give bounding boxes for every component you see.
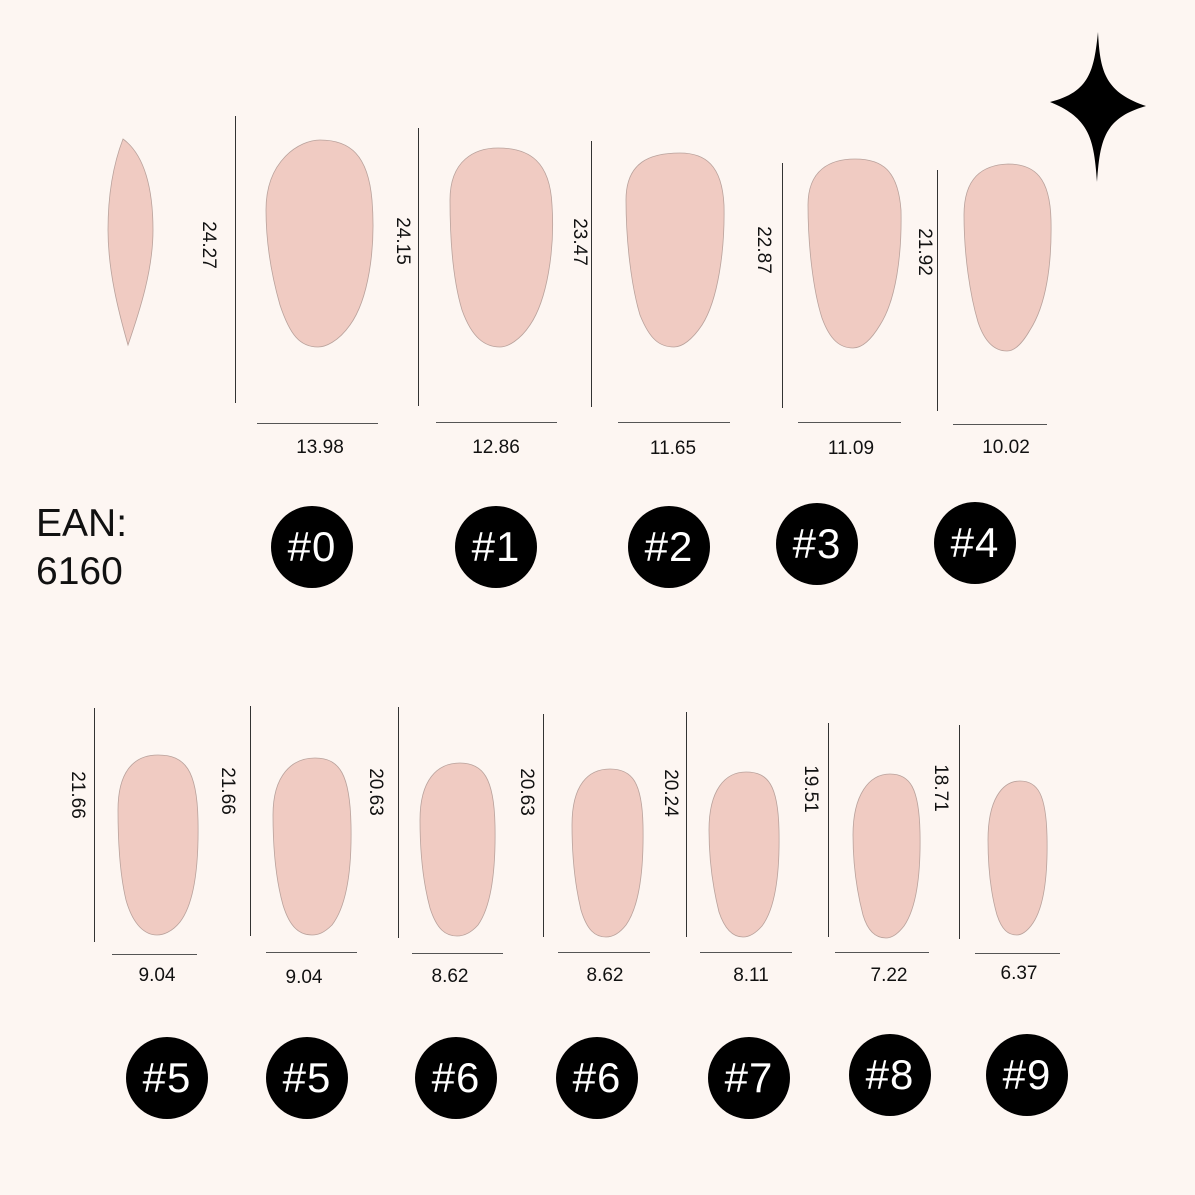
nail-shape-4 bbox=[963, 163, 1052, 352]
length-label-9: 18.71 bbox=[930, 764, 951, 812]
length-label-3: 22.87 bbox=[753, 226, 774, 274]
ean-value: 6160 bbox=[36, 550, 123, 593]
length-label-6a: 20.63 bbox=[365, 768, 386, 816]
nail-shape-6b bbox=[571, 768, 644, 938]
width-label-6b: 8.62 bbox=[586, 965, 624, 986]
width-line-1 bbox=[436, 422, 557, 424]
size-badge-2: #2 bbox=[628, 506, 710, 588]
width-line-7 bbox=[700, 952, 792, 954]
width-label-6a: 8.62 bbox=[431, 966, 469, 987]
width-label-5a: 9.04 bbox=[138, 965, 176, 986]
length-label-0: 24.27 bbox=[198, 221, 219, 269]
length-line-0 bbox=[235, 116, 237, 403]
length-line-1 bbox=[418, 128, 420, 406]
width-label-7: 8.11 bbox=[733, 965, 769, 986]
size-badge-0: #0 bbox=[271, 506, 353, 588]
sparkle-icon bbox=[1050, 32, 1146, 182]
size-badge-6a: #6 bbox=[415, 1037, 497, 1119]
nail-shape-9 bbox=[987, 780, 1048, 936]
length-label-1: 24.15 bbox=[392, 217, 413, 265]
nail-shape-8 bbox=[852, 773, 921, 939]
width-label-1: 12.86 bbox=[472, 437, 520, 458]
size-badge-5a: #5 bbox=[126, 1037, 208, 1119]
ean-label: EAN: bbox=[36, 502, 128, 545]
length-line-8 bbox=[828, 723, 830, 937]
width-line-0 bbox=[257, 423, 378, 425]
length-label-2: 23.47 bbox=[569, 218, 590, 266]
size-badge-1: #1 bbox=[455, 506, 537, 588]
width-line-2 bbox=[618, 422, 730, 424]
nail-shape-6a bbox=[419, 762, 496, 937]
length-line-5b bbox=[250, 706, 252, 936]
length-label-7: 20.24 bbox=[660, 769, 681, 817]
width-line-5b bbox=[266, 952, 357, 954]
width-line-9 bbox=[975, 953, 1060, 955]
length-line-7 bbox=[686, 712, 688, 937]
nail-shape-2 bbox=[625, 152, 725, 348]
width-line-3 bbox=[798, 422, 901, 424]
width-line-6a bbox=[412, 953, 503, 955]
width-label-9: 6.37 bbox=[1000, 963, 1038, 984]
width-line-5a bbox=[112, 954, 197, 956]
nail-shape-7 bbox=[708, 771, 780, 938]
ean-block: EAN: 6160 bbox=[36, 500, 127, 596]
width-line-4 bbox=[953, 424, 1047, 426]
nail-side-profile bbox=[107, 138, 154, 347]
length-line-4 bbox=[937, 170, 939, 411]
length-line-6a bbox=[398, 707, 400, 938]
size-badge-3: #3 bbox=[776, 503, 858, 585]
nail-shape-0 bbox=[265, 139, 374, 348]
width-label-4: 10.02 bbox=[982, 437, 1030, 458]
length-line-5a bbox=[94, 708, 96, 942]
length-line-6b bbox=[543, 714, 545, 937]
length-line-2 bbox=[591, 141, 593, 407]
nail-shape-5b bbox=[272, 757, 352, 936]
width-label-2: 11.65 bbox=[649, 438, 697, 459]
width-label-3: 11.09 bbox=[827, 438, 875, 459]
size-badge-4: #4 bbox=[934, 502, 1016, 584]
length-label-8: 19.51 bbox=[800, 765, 821, 813]
size-badge-8: #8 bbox=[849, 1034, 931, 1116]
nail-shape-3 bbox=[807, 158, 902, 349]
nail-shape-5a bbox=[117, 754, 199, 936]
nail-shape-1 bbox=[449, 147, 553, 348]
width-label-8: 7.22 bbox=[870, 965, 908, 986]
length-label-5b: 21.66 bbox=[217, 767, 238, 815]
length-line-3 bbox=[782, 163, 784, 408]
length-line-9 bbox=[959, 725, 961, 939]
length-label-6b: 20.63 bbox=[516, 768, 537, 816]
width-label-0: 13.98 bbox=[296, 437, 344, 458]
size-badge-9: #9 bbox=[986, 1034, 1068, 1116]
size-badge-5b: #5 bbox=[266, 1037, 348, 1119]
size-badge-7: #7 bbox=[708, 1037, 790, 1119]
length-label-5a: 21.66 bbox=[67, 771, 88, 819]
width-line-6b bbox=[558, 952, 650, 954]
length-label-4: 21.92 bbox=[914, 228, 935, 276]
width-line-8 bbox=[835, 952, 929, 954]
size-badge-6b: #6 bbox=[556, 1037, 638, 1119]
width-label-5b: 9.04 bbox=[285, 967, 323, 988]
